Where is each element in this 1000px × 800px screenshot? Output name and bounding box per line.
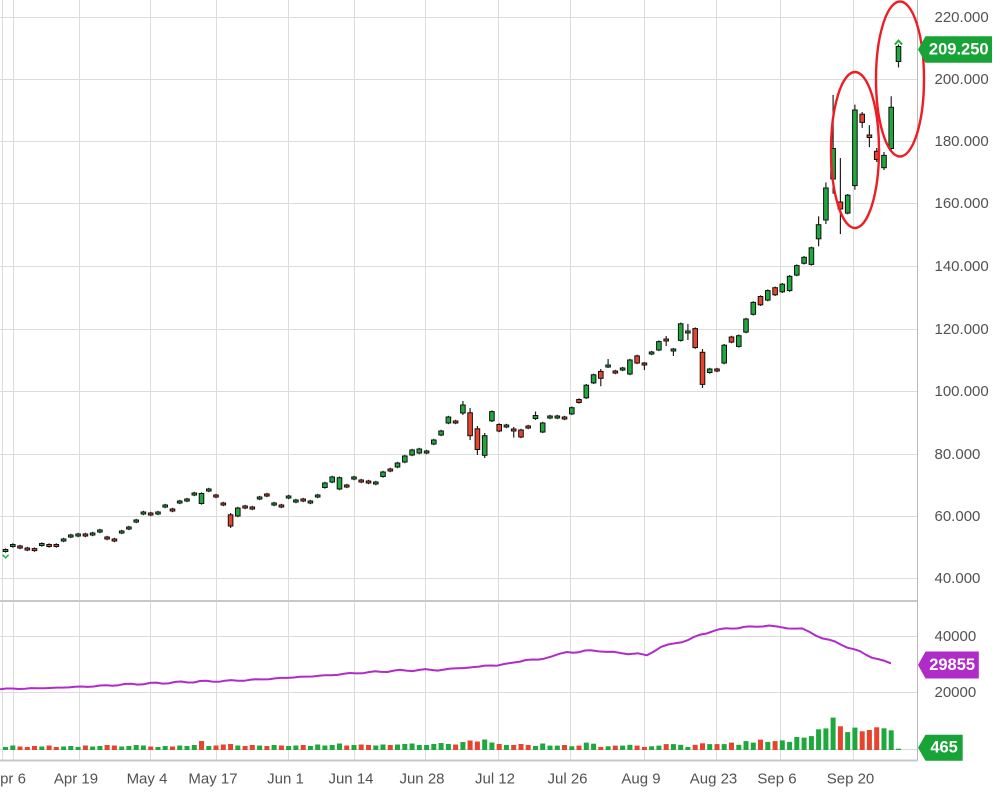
svg-text:Apr 6: Apr 6 [0,771,26,788]
svg-text:Jun 1: Jun 1 [267,771,304,788]
svg-text:May 4: May 4 [127,771,168,788]
svg-text:May 17: May 17 [188,771,237,788]
svg-text:20000: 20000 [935,684,977,701]
svg-text:Jul 26: Jul 26 [547,771,587,788]
svg-text:100.000: 100.000 [935,383,989,400]
svg-text:Jun 28: Jun 28 [399,771,444,788]
svg-text:40000: 40000 [935,628,977,645]
svg-text:209.250: 209.250 [929,41,989,59]
svg-text:180.000: 180.000 [935,133,989,150]
svg-text:29855: 29855 [929,656,975,674]
svg-text:160.000: 160.000 [935,195,989,212]
svg-text:Sep 20: Sep 20 [827,771,875,788]
svg-text:Aug 23: Aug 23 [690,771,738,788]
svg-text:Sep 6: Sep 6 [757,771,796,788]
svg-text:Jul 12: Jul 12 [475,771,515,788]
svg-text:220.000: 220.000 [935,9,989,26]
svg-text:140.000: 140.000 [935,258,989,275]
svg-text:Jun 14: Jun 14 [328,771,373,788]
svg-text:Aug 9: Aug 9 [621,771,660,788]
svg-text:40.000: 40.000 [935,570,981,587]
svg-text:60.000: 60.000 [935,508,981,525]
svg-text:200.000: 200.000 [935,71,989,88]
svg-text:465: 465 [930,739,958,757]
svg-text:120.000: 120.000 [935,321,989,338]
svg-text:80.000: 80.000 [935,446,981,463]
svg-text:Apr 19: Apr 19 [54,771,98,788]
